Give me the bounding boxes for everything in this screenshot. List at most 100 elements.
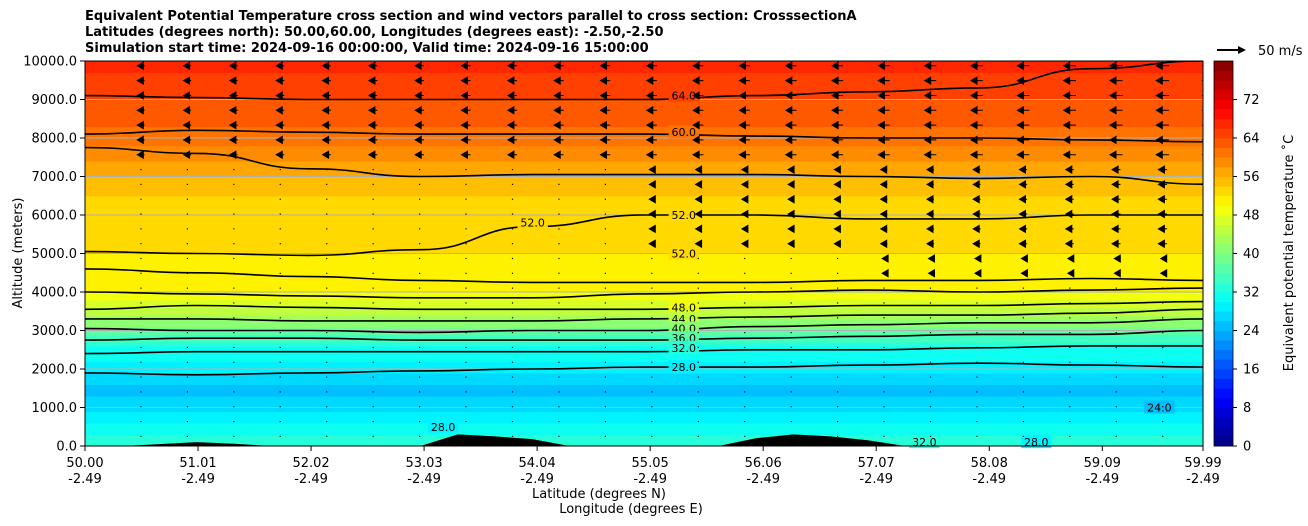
colorbar-segment xyxy=(1214,359,1233,370)
wind-vector xyxy=(926,194,934,204)
wind-vector xyxy=(651,406,653,408)
wind-vector xyxy=(651,346,653,349)
wind-vector xyxy=(970,105,983,115)
colorbar-tick-label: 24 xyxy=(1243,324,1260,339)
wind-vector xyxy=(506,150,518,160)
wind-vector xyxy=(140,168,142,171)
field-band xyxy=(85,164,1203,170)
wind-vector xyxy=(460,120,471,130)
colorbar-tick-label: 32 xyxy=(1243,286,1260,301)
field-band xyxy=(85,399,1203,405)
wind-vector xyxy=(744,420,746,423)
wind-vector xyxy=(1209,436,1210,437)
wind-vector xyxy=(738,76,750,85)
wind-vector xyxy=(511,317,514,319)
wind-vector xyxy=(1062,135,1076,145)
wind-vector xyxy=(419,317,421,319)
wind-vector xyxy=(460,76,471,85)
wind-vector xyxy=(326,435,328,437)
y-tick-label: 4000.0 xyxy=(32,286,78,301)
wind-vector xyxy=(1209,362,1210,363)
wind-vector xyxy=(414,150,424,160)
wind-vector xyxy=(372,406,374,408)
wind-vector xyxy=(1205,166,1214,173)
wind-vector xyxy=(1016,76,1030,85)
wind-vector xyxy=(465,406,467,408)
wind-vector xyxy=(1069,435,1071,437)
wind-vector xyxy=(1205,196,1214,203)
wind-vector xyxy=(419,228,421,230)
wind-vector xyxy=(973,254,982,263)
wind-vector xyxy=(275,91,285,100)
y-tick-label: 0.0 xyxy=(56,440,77,455)
field-band xyxy=(85,126,1203,131)
wind-vector xyxy=(604,435,606,437)
field-band xyxy=(85,311,1203,316)
wind-vector xyxy=(926,239,934,249)
colorbar-segment xyxy=(1214,340,1233,351)
colorbar-segment xyxy=(1214,330,1233,341)
wind-vector xyxy=(790,361,792,363)
wind-vector xyxy=(604,376,606,378)
wind-vector xyxy=(367,120,378,130)
wind-vector xyxy=(883,346,885,349)
wind-vector xyxy=(414,76,424,85)
wind-vector xyxy=(972,180,981,189)
wind-vector xyxy=(1016,91,1030,100)
wind-vector xyxy=(881,254,889,263)
wind-vector xyxy=(465,168,467,171)
wind-vector xyxy=(697,391,699,393)
wind-vector xyxy=(837,406,839,408)
field-band xyxy=(85,392,1203,397)
field-band xyxy=(85,95,1203,101)
wind-vector xyxy=(976,287,978,289)
wind-vector xyxy=(877,76,890,85)
wind-vector xyxy=(697,302,699,304)
wind-vector xyxy=(326,213,328,215)
field-band xyxy=(85,145,1203,151)
wind-vector xyxy=(648,224,656,234)
wind-vector xyxy=(372,272,374,274)
quiver-key-arrow-head xyxy=(1238,46,1246,54)
colorbar-segment xyxy=(1214,388,1233,399)
wind-vector xyxy=(279,361,281,363)
field-band xyxy=(85,114,1203,120)
wind-vector xyxy=(372,257,374,260)
x-tick-label-lon: -2.49 xyxy=(633,472,667,487)
wind-vector xyxy=(1016,61,1030,71)
wind-vector xyxy=(784,105,797,115)
wind-vector xyxy=(1064,239,1074,249)
wind-vector xyxy=(790,435,792,437)
wind-vector xyxy=(186,302,188,304)
wind-vector xyxy=(831,135,844,145)
wind-vector xyxy=(1020,268,1028,278)
contour-line xyxy=(85,268,1203,284)
wind-vector xyxy=(833,209,841,219)
wind-vector xyxy=(414,91,424,100)
wind-vector xyxy=(558,287,560,289)
contour-label: 32.0 xyxy=(668,340,699,355)
wind-vector xyxy=(976,317,978,319)
wind-vector xyxy=(326,257,328,260)
wind-vector xyxy=(372,302,374,304)
wind-vector xyxy=(1022,317,1024,319)
wind-vector xyxy=(372,420,374,423)
field-band xyxy=(85,318,1203,324)
wind-vector xyxy=(140,435,142,437)
field-band xyxy=(85,218,1203,224)
wind-vector xyxy=(929,391,932,393)
wind-vector xyxy=(648,209,656,219)
y-tick-label: 2000.0 xyxy=(32,363,78,378)
wind-vector xyxy=(558,435,560,437)
wind-vector xyxy=(367,61,378,71)
wind-vector xyxy=(692,120,704,130)
wind-vectors xyxy=(136,61,1214,437)
wind-vector xyxy=(697,272,699,274)
colorbar-segment xyxy=(1214,292,1233,303)
x-axis-label: Latitude (degrees N) xyxy=(532,487,666,502)
contour-line xyxy=(85,129,1203,143)
contour-label-bg xyxy=(1021,435,1052,449)
wind-vector xyxy=(833,239,841,249)
wind-vector xyxy=(1162,332,1164,334)
colorbar-segment xyxy=(1214,109,1233,120)
